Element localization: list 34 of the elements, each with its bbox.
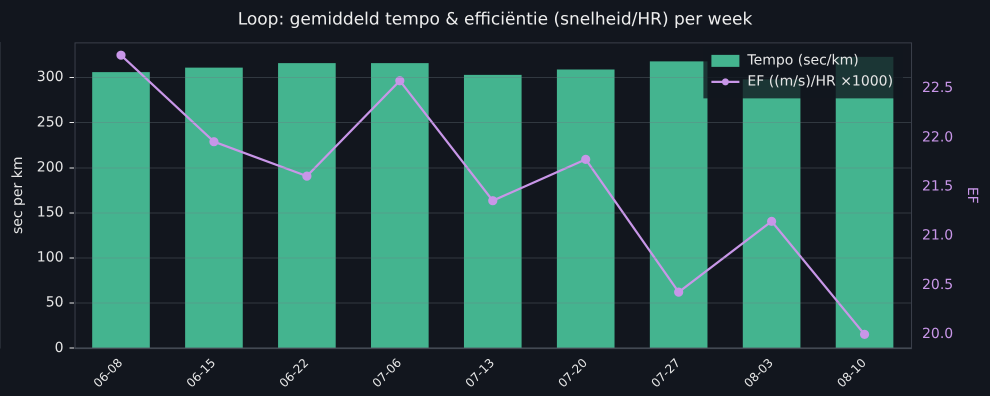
point: [209, 137, 219, 146]
point: [581, 154, 590, 164]
y-tick-label: 300: [36, 69, 64, 86]
legend-label: EF ((m/s)/HR ×1000): [747, 74, 894, 90]
point: [674, 288, 684, 297]
point: [488, 196, 498, 206]
y-tick-label: 100: [36, 250, 64, 266]
bar: [464, 74, 522, 348]
y-tick-label: 0: [54, 340, 64, 356]
point: [860, 330, 870, 339]
y2-tick-label: 21.0: [922, 228, 954, 244]
y-tick-label: 50: [46, 294, 64, 311]
point: [116, 50, 126, 60]
legend-label: Tempo (sec/km): [746, 52, 859, 69]
bar: [278, 63, 336, 348]
y2-tick-label: 21.5: [922, 178, 954, 195]
point: [767, 216, 776, 226]
y2-axis-title: EF: [964, 186, 980, 204]
y2-tick-label: 22.5: [922, 80, 954, 96]
point: [395, 76, 404, 86]
y-tick-label: 200: [36, 159, 64, 176]
bar: [371, 63, 429, 348]
bar: [556, 69, 615, 348]
y2-tick-label: 20.5: [922, 276, 954, 293]
y2-tick-label: 22.0: [922, 129, 954, 146]
y2-tick-label: 20.0: [922, 326, 954, 342]
chart-title: Loop: gemiddeld tempo & efficiëntie (snelheid/HR) per week: [238, 10, 752, 30]
point: [302, 172, 312, 181]
y-axis-title: sec per km: [10, 156, 26, 234]
y-tick-label: 250: [36, 114, 64, 130]
bar: [650, 61, 708, 348]
y-tick-label: 150: [36, 204, 64, 221]
bar: [92, 72, 150, 348]
bar: [185, 68, 243, 348]
